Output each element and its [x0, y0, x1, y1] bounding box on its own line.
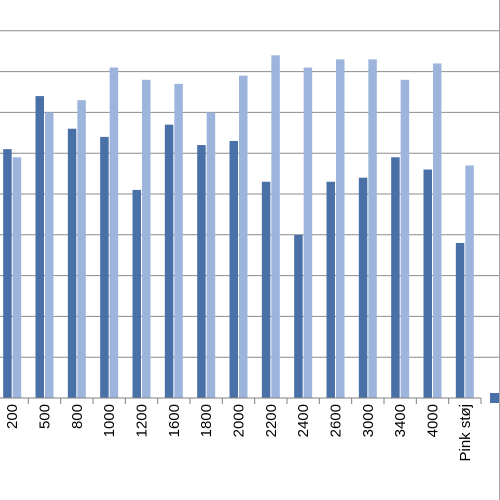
bar-series-1 — [326, 181, 335, 398]
bar-series-2 — [109, 67, 119, 399]
x-tick-label: 1600 — [166, 404, 183, 437]
bar-series-1 — [358, 177, 368, 398]
legend-swatch — [490, 393, 499, 403]
bar-series-2 — [45, 112, 54, 399]
x-tick-label: 4000 — [425, 404, 442, 437]
bar-series-2 — [206, 112, 216, 399]
bar-series-1 — [423, 169, 432, 398]
x-tick-label: 2000 — [231, 404, 248, 437]
bar-series-2 — [303, 67, 313, 399]
bar-series-2 — [368, 59, 377, 399]
bar-series-2 — [239, 75, 248, 399]
bar-series-2 — [465, 165, 474, 398]
x-tick-labels: 200 500 800 1000 1200 1600 1800 2000 2200 2400 260… — [4, 404, 474, 462]
bar-series-1 — [35, 96, 44, 398]
bar-series-2 — [433, 63, 442, 398]
bar-series-1 — [67, 128, 77, 398]
bar-series-2 — [174, 83, 183, 398]
x-tick-label: Pink støj — [457, 404, 474, 462]
x-tick-label: 1200 — [134, 404, 151, 437]
x-tick-label: 200 — [4, 404, 21, 429]
bar-series-2 — [142, 79, 151, 398]
x-tick-label: 800 — [69, 404, 86, 429]
bar-series-1 — [455, 242, 465, 398]
bars — [3, 55, 474, 399]
x-tick-label: 2200 — [263, 404, 280, 437]
bar-series-1 — [100, 136, 109, 398]
chart-frame — [490, 0, 500, 500]
bar-series-2 — [77, 100, 86, 398]
bar-series-2 — [400, 79, 410, 398]
bar-series-1 — [132, 189, 141, 398]
x-tick-label: 2400 — [295, 404, 312, 437]
x-tick-label: 2600 — [328, 404, 345, 437]
x-tick-label: 500 — [37, 404, 54, 429]
x-axis — [0, 397, 482, 404]
bar-series-2 — [336, 59, 345, 399]
bar-series-1 — [229, 140, 238, 398]
bar-series-1 — [197, 145, 206, 398]
bar-series-1 — [164, 124, 174, 398]
x-tick-label: 3000 — [360, 404, 377, 437]
bar-series-1 — [391, 157, 400, 398]
bar-series-1 — [261, 181, 271, 398]
x-tick-label: 3400 — [392, 404, 409, 437]
x-tick-label: 1800 — [198, 404, 215, 437]
x-tick-label: 1000 — [101, 404, 118, 437]
bar-series-1 — [3, 149, 12, 398]
bar-series-2 — [271, 55, 280, 398]
bar-series-1 — [294, 234, 303, 398]
bar-series-2 — [12, 157, 22, 398]
